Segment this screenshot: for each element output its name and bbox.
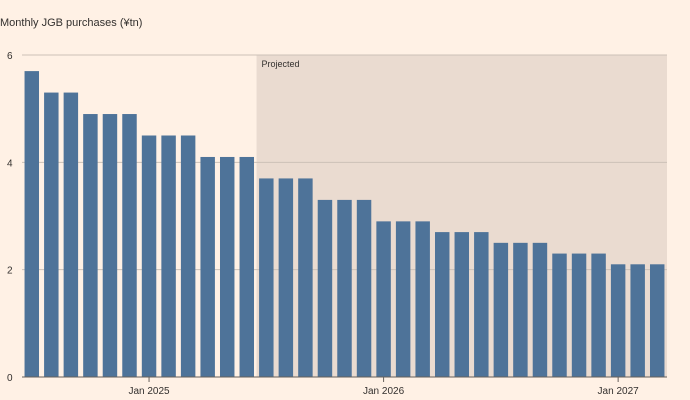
bar [395,221,411,377]
bar [278,178,294,377]
bar [571,253,587,377]
bar [200,156,215,377]
bar [591,253,606,377]
y-axis-label: Monthly JGB purchases (¥tn) [0,17,142,29]
bar [434,232,450,377]
bar [356,199,372,377]
bar [415,221,430,377]
bar [161,135,176,377]
y-tick-label: 4 [7,158,13,169]
bar [552,253,567,377]
x-tick-label: Jan 2027 [598,386,640,397]
bar [141,135,157,377]
bar [83,114,98,378]
bar [298,178,313,377]
y-tick-label: 2 [7,266,13,277]
bar [493,242,509,377]
y-tick-label: 0 [7,373,13,384]
bar [376,221,391,377]
bar [180,135,196,377]
bar [219,156,235,377]
bar [649,264,665,377]
bar [102,114,118,378]
bar [239,156,255,377]
bar [24,71,40,377]
bar [122,114,137,378]
y-tick-labels: 0 2 4 6 [7,51,13,384]
bars [24,71,665,378]
bar [610,264,626,377]
bar [63,92,79,378]
bar [532,242,548,377]
y-tick-label: 6 [7,51,13,62]
bar [259,178,274,377]
bar [474,232,489,377]
bar [44,92,59,378]
x-tick-label: Jan 2026 [363,386,405,397]
bar [454,232,470,377]
bar [630,264,645,377]
x-tick-label: Jan 2025 [128,386,170,397]
bar [317,199,333,377]
projected-label: Projected [262,59,300,69]
x-ticks: Jan 2025 Jan 2026 Jan 2027 [128,377,639,397]
bar [513,242,528,377]
bar [337,199,352,377]
